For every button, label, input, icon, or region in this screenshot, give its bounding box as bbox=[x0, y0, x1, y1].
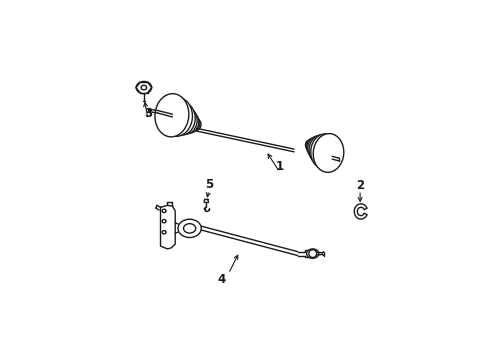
Ellipse shape bbox=[307, 136, 326, 160]
Text: 1: 1 bbox=[275, 160, 283, 173]
Ellipse shape bbox=[308, 135, 332, 164]
Ellipse shape bbox=[162, 220, 166, 223]
Ellipse shape bbox=[176, 108, 197, 134]
Ellipse shape bbox=[192, 119, 201, 130]
Ellipse shape bbox=[187, 116, 200, 132]
Ellipse shape bbox=[178, 219, 201, 238]
Ellipse shape bbox=[183, 224, 195, 233]
Ellipse shape bbox=[305, 139, 315, 152]
Ellipse shape bbox=[313, 134, 343, 172]
Text: 3: 3 bbox=[143, 107, 152, 120]
Ellipse shape bbox=[308, 250, 316, 257]
Ellipse shape bbox=[306, 249, 318, 258]
Ellipse shape bbox=[155, 94, 188, 137]
Text: 4: 4 bbox=[217, 273, 225, 286]
Text: 2: 2 bbox=[355, 179, 364, 192]
Ellipse shape bbox=[162, 209, 166, 212]
Ellipse shape bbox=[305, 140, 311, 149]
Ellipse shape bbox=[162, 98, 192, 136]
Ellipse shape bbox=[182, 112, 199, 133]
Ellipse shape bbox=[306, 138, 321, 156]
Ellipse shape bbox=[169, 103, 195, 135]
Ellipse shape bbox=[141, 85, 146, 90]
Ellipse shape bbox=[162, 231, 166, 234]
Ellipse shape bbox=[136, 81, 151, 94]
Text: 5: 5 bbox=[204, 178, 213, 191]
Ellipse shape bbox=[310, 134, 338, 169]
